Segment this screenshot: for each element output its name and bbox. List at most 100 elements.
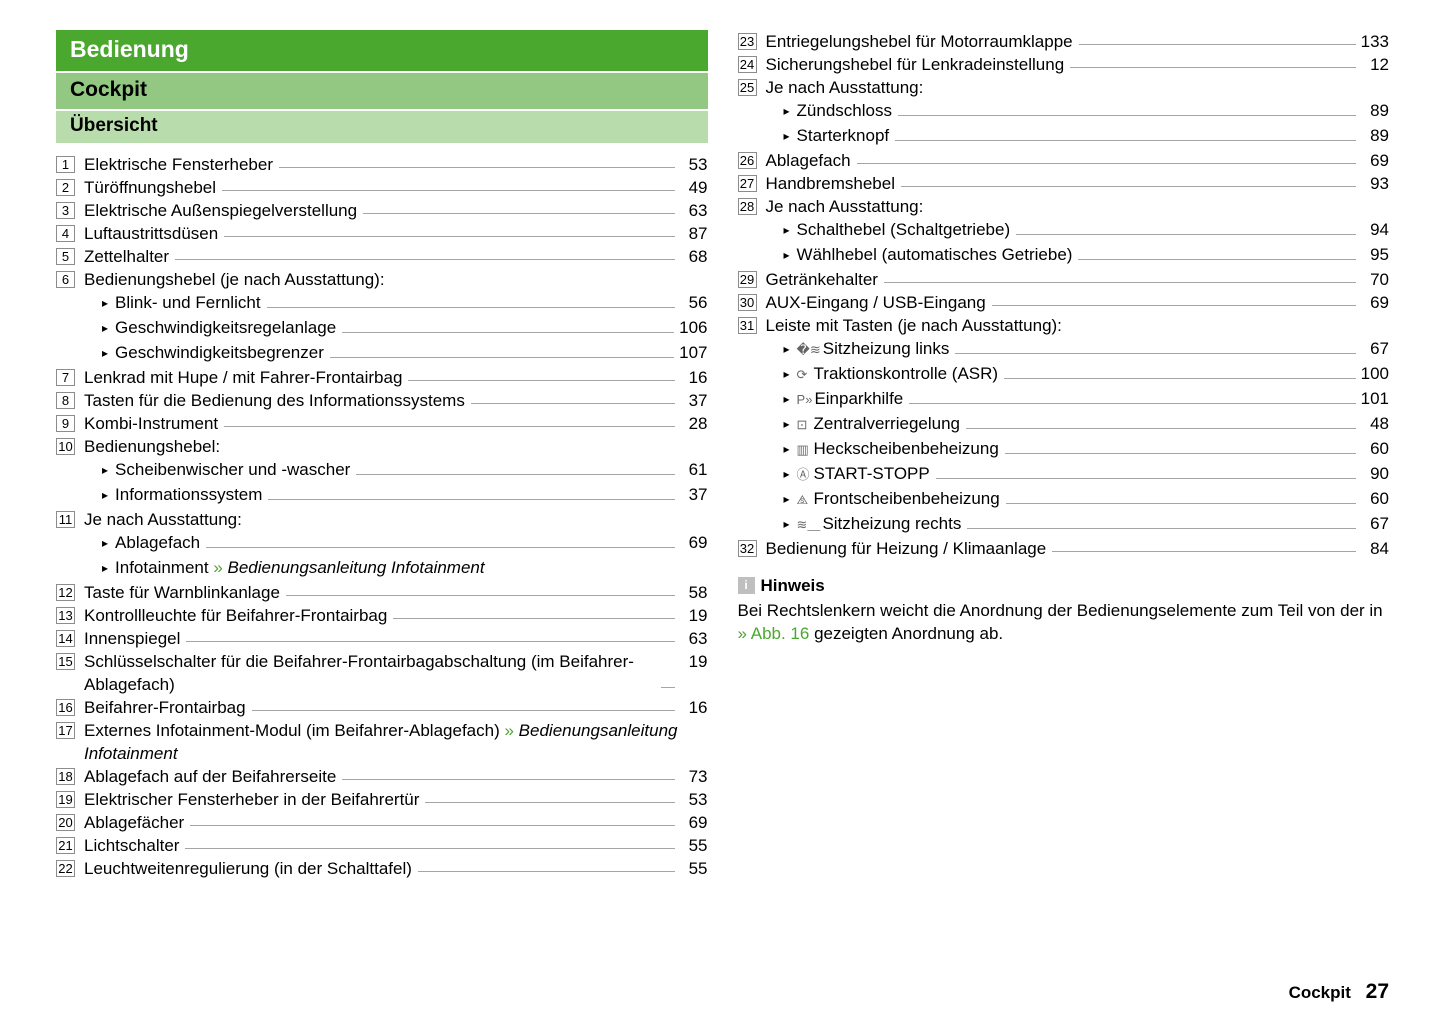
toc-entry: 18Ablagefach auf der Beifahrerseite73 (56, 765, 708, 788)
line-label: Zündschloss (797, 99, 892, 122)
page-ref[interactable]: 53 (680, 153, 708, 176)
page-ref[interactable]: 93 (1361, 172, 1389, 195)
line-label: Lichtschalter (84, 834, 179, 857)
page-ref[interactable]: 58 (680, 581, 708, 604)
toc-entry: 32Bedienung für Heizung / Klimaanlage84 (738, 537, 1390, 560)
note-link[interactable]: » Abb. 16 (738, 624, 810, 643)
entry-line: Innenspiegel63 (84, 627, 708, 650)
toc-entry: 2Türöffnungshebel49 (56, 176, 708, 199)
page-ref[interactable]: 67 (1361, 512, 1389, 535)
page-ref[interactable]: 37 (680, 389, 708, 412)
heading-level3: Übersicht (56, 111, 708, 143)
line-label: Tasten für die Bedienung des Information… (84, 389, 465, 412)
line-label: Luftaustrittsdüsen (84, 222, 218, 245)
entry-number: 21 (56, 837, 75, 854)
sub-list: �≋Sitzheizung links67⟳Traktionskontrolle… (766, 337, 1390, 537)
page-ref[interactable]: 101 (1361, 387, 1389, 410)
leader (206, 547, 674, 548)
sub-list: Zündschloss 89 Starterknopf 89 (766, 99, 1390, 149)
page-ref[interactable]: 107 (679, 341, 707, 364)
leader (363, 213, 674, 214)
page-ref[interactable]: 95 (1361, 243, 1389, 266)
entry-number: 3 (56, 202, 75, 219)
page-ref[interactable]: 60 (1361, 437, 1389, 460)
page-ref[interactable]: 16 (680, 696, 708, 719)
page-ref[interactable]: 69 (680, 811, 708, 834)
page-ref[interactable]: 19 (680, 604, 708, 627)
leader (356, 474, 674, 475)
entry-head: Leiste mit Tasten (je nach Ausstattung): (766, 314, 1390, 337)
line-label: Informationssystem (115, 483, 262, 506)
page-ref[interactable]: 16 (680, 366, 708, 389)
page-ref[interactable]: 55 (680, 834, 708, 857)
page-ref[interactable]: 63 (680, 627, 708, 650)
line-label: Wählhebel (automatisches Getriebe) (797, 243, 1073, 266)
page-ref[interactable]: 67 (1361, 337, 1389, 360)
page-ref[interactable]: 49 (680, 176, 708, 199)
line-label: START-STOPP (814, 462, 930, 485)
symbol-icon: ⧌ (797, 488, 812, 511)
line-label: Bedienungshebel (je nach Ausstattung): (84, 268, 385, 291)
leader (1006, 503, 1356, 504)
entry-line: Elektrische Fensterheber53 (84, 153, 708, 176)
page-ref[interactable]: 68 (680, 245, 708, 268)
page-ref[interactable]: 69 (1361, 149, 1389, 172)
entry-body: Ablagefächer69 (84, 811, 708, 834)
page-ref[interactable]: 89 (1361, 99, 1389, 122)
page-ref[interactable]: 70 (1361, 268, 1389, 291)
page-ref[interactable]: 19 (680, 650, 708, 673)
entry-number: 24 (738, 56, 757, 73)
page-ref[interactable]: 61 (680, 458, 708, 481)
entry-body: Innenspiegel63 (84, 627, 708, 650)
line-label: Einparkhilfe (814, 387, 903, 410)
toc-entry: 4Luftaustrittsdüsen87 (56, 222, 708, 245)
entry-number: 10 (56, 438, 75, 455)
entry-number: 9 (56, 415, 75, 432)
line-label: Elektrischer Fensterheber in der Beifahr… (84, 788, 419, 811)
sub-list: Blink- und Fernlicht56Geschwindigkeitsre… (84, 291, 708, 366)
page-ref[interactable]: 69 (1361, 291, 1389, 314)
entry-body: Lichtschalter 55 (84, 834, 708, 857)
toc-entry: 26Ablagefach69 (738, 149, 1390, 172)
page-ref[interactable]: 100 (1361, 362, 1389, 385)
page-ref[interactable]: 37 (680, 483, 708, 506)
entry-body: Entriegelungshebel für Motorraumklappe13… (766, 30, 1390, 53)
entry-line: Entriegelungshebel für Motorraumklappe13… (766, 30, 1390, 53)
line-label: Je nach Ausstattung: (766, 76, 924, 99)
leader (408, 380, 674, 381)
toc-entry: 27Handbremshebel93 (738, 172, 1390, 195)
page-ref[interactable]: 69 (680, 531, 708, 554)
entry-line: Ablagefächer69 (84, 811, 708, 834)
page-ref[interactable]: 89 (1361, 124, 1389, 147)
entry-number: 12 (56, 584, 75, 601)
page-ref[interactable]: 73 (680, 765, 708, 788)
entry-body: Handbremshebel93 (766, 172, 1390, 195)
page-ref[interactable]: 12 (1361, 53, 1389, 76)
leader (1016, 234, 1356, 235)
page-ref[interactable]: 48 (1361, 412, 1389, 435)
page-ref[interactable]: 56 (680, 291, 708, 314)
leader (895, 140, 1356, 141)
page-ref[interactable]: 28 (680, 412, 708, 435)
page-ref[interactable]: 94 (1361, 218, 1389, 241)
line-label: Starterknopf (797, 124, 890, 147)
leader (901, 186, 1356, 187)
line-label: Leuchtweitenregulierung (in der Schaltta… (84, 857, 412, 880)
page-ref[interactable]: 63 (680, 199, 708, 222)
page-ref[interactable]: 90 (1361, 462, 1389, 485)
page-ref[interactable]: 106 (679, 316, 707, 339)
page-ref[interactable]: 55 (680, 857, 708, 880)
page-ref[interactable]: 53 (680, 788, 708, 811)
toc-entry: 10Bedienungshebel:Scheibenwischer und -w… (56, 435, 708, 508)
entry-body: Bedienung für Heizung / Klimaanlage84 (766, 537, 1390, 560)
line-label: Leiste mit Tasten (je nach Ausstattung): (766, 314, 1062, 337)
page-ref[interactable]: 87 (680, 222, 708, 245)
entry-line: Bedienung für Heizung / Klimaanlage84 (766, 537, 1390, 560)
page-ref[interactable]: 60 (1361, 487, 1389, 510)
page-ref[interactable]: 84 (1361, 537, 1389, 560)
entry-body: Externes Infotainment-Modul (im Beifahre… (84, 719, 708, 765)
entry-line: Türöffnungshebel49 (84, 176, 708, 199)
sub-line: ▥Heckscheibenbeheizung60 (784, 437, 1390, 462)
page-ref[interactable]: 133 (1361, 30, 1389, 53)
left-column: Bedienung Cockpit Übersicht 1Elektrische… (56, 30, 708, 1006)
